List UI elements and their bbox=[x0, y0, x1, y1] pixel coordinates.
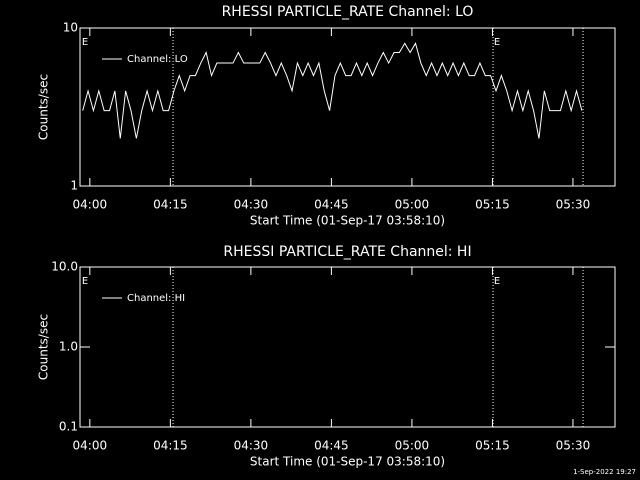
x-tick-label: 05:30 bbox=[556, 198, 591, 212]
chart-title: RHESSI PARTICLE_RATE Channel: LO bbox=[222, 4, 474, 20]
y-axis-label: Counts/sec bbox=[37, 74, 51, 140]
x-axis-label: Start Time (01-Sep-17 03:58:10) bbox=[250, 455, 445, 469]
y-tick-label: 10 bbox=[63, 21, 78, 35]
x-tick-label: 04:45 bbox=[314, 439, 349, 453]
y-tick-label: 10.0 bbox=[51, 260, 78, 274]
x-tick-label: 05:15 bbox=[475, 439, 510, 453]
x-axis-label: Start Time (01-Sep-17 03:58:10) bbox=[250, 214, 445, 228]
plot-frame bbox=[79, 266, 616, 428]
x-tick-label: 04:00 bbox=[73, 198, 108, 212]
x-tick-label: 04:30 bbox=[234, 198, 269, 212]
x-tick-label: 04:00 bbox=[73, 439, 108, 453]
y-axis-label: Counts/sec bbox=[37, 314, 51, 380]
annotation: E bbox=[82, 276, 88, 287]
x-tick-label: 04:45 bbox=[314, 198, 349, 212]
y-tick-label: 1 bbox=[70, 179, 78, 193]
annotation: E bbox=[494, 37, 500, 48]
legend-label: Channel: HI bbox=[127, 293, 185, 304]
x-tick-label: 05:30 bbox=[556, 439, 591, 453]
y-tick-label: 0.1 bbox=[59, 420, 78, 434]
x-tick-label: 05:00 bbox=[395, 439, 430, 453]
chart-title: RHESSI PARTICLE_RATE Channel: HI bbox=[223, 244, 471, 260]
x-tick-label: 05:00 bbox=[395, 198, 430, 212]
x-tick-label: 04:15 bbox=[153, 198, 188, 212]
legend-label: Channel: LO bbox=[127, 54, 188, 65]
x-tick-label: 04:15 bbox=[153, 439, 188, 453]
footer: 1-Sep-2022 19:27 bbox=[573, 468, 636, 476]
plot-frame bbox=[79, 27, 616, 187]
x-tick-label: 04:30 bbox=[234, 439, 269, 453]
x-tick-label: 05:15 bbox=[475, 198, 510, 212]
y-tick-label: 1.0 bbox=[59, 340, 78, 354]
annotation: E bbox=[82, 37, 88, 48]
data-line bbox=[82, 42, 583, 139]
annotation: E bbox=[494, 276, 500, 287]
